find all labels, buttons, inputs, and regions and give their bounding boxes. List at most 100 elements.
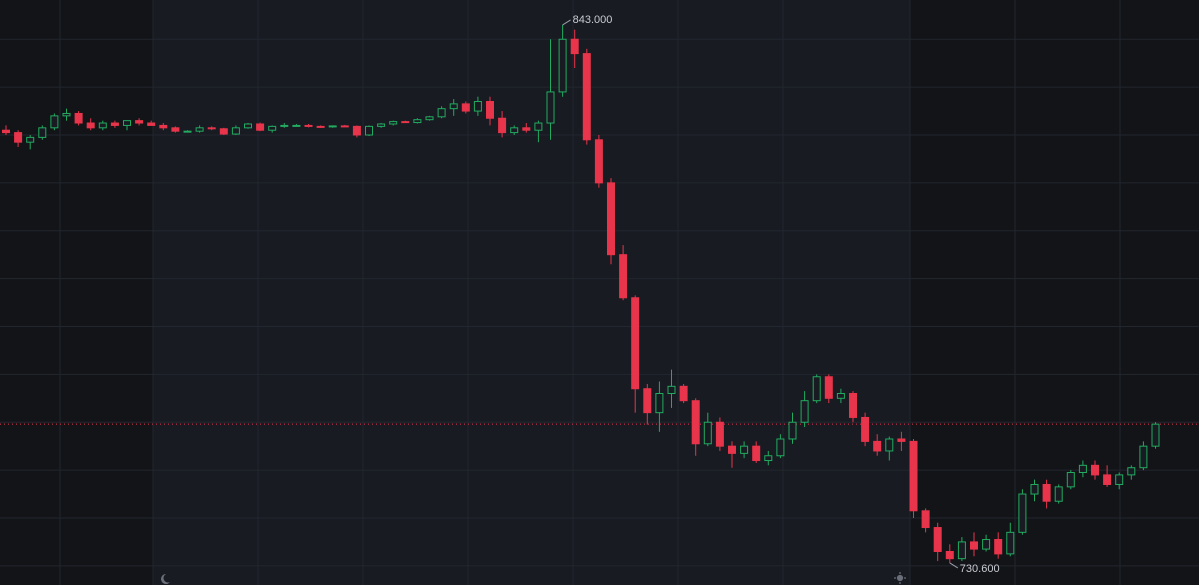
candle-body (135, 120, 144, 124)
candle-body (1042, 483, 1051, 502)
candle-body (219, 128, 228, 135)
candle-body (401, 121, 410, 124)
high-label: 843.000 (573, 14, 613, 26)
candle-body (437, 108, 446, 118)
candle-body (1139, 445, 1148, 469)
candle-body (522, 127, 531, 131)
candle-body (619, 254, 628, 299)
candle-body (655, 393, 664, 414)
candle-body (365, 125, 373, 136)
candle-body (849, 393, 857, 418)
moon-icon (160, 574, 170, 584)
low-leader (949, 562, 959, 569)
candle-body (26, 136, 35, 143)
candle-body (921, 510, 930, 529)
candle-body (159, 124, 168, 129)
candle-body (195, 127, 204, 132)
candle-body (1127, 467, 1136, 476)
vertical-grid (59, 0, 1121, 585)
candle-body (970, 541, 978, 550)
candle-body (449, 103, 458, 110)
candle-body (703, 421, 712, 445)
candle-body (461, 103, 470, 112)
candle-body (62, 112, 71, 117)
candle-body (679, 385, 688, 402)
candle-body (510, 127, 519, 134)
candle-body (110, 122, 119, 126)
candle-body (546, 91, 555, 124)
candle-body (957, 541, 966, 560)
plot: 843.000 730.600 (0, 14, 1199, 575)
candle-body (98, 122, 107, 129)
candle-body (1091, 464, 1099, 476)
candle-body (873, 440, 882, 452)
candle-body (728, 445, 736, 454)
candle-body (1151, 423, 1160, 447)
candle-body (1030, 483, 1039, 495)
candle-body (74, 112, 83, 124)
candle-body (1006, 531, 1015, 555)
candle-body (885, 438, 894, 452)
candle-body (147, 122, 156, 126)
candle-body (824, 376, 833, 399)
candle-body (123, 120, 131, 126)
candle-body (740, 445, 749, 454)
candle-body (377, 123, 386, 127)
candle-body (861, 416, 870, 442)
candle-body (1103, 474, 1112, 485)
candle-body (534, 122, 543, 131)
candle-body (340, 125, 349, 128)
candle-body (631, 297, 640, 390)
candle-body (280, 124, 289, 127)
candle-body (231, 127, 240, 135)
candle-body (607, 182, 615, 256)
candle-body (994, 539, 1003, 555)
candle-body (933, 527, 942, 552)
candle-body (897, 438, 906, 442)
candle-body (207, 127, 216, 130)
candle-body (486, 100, 494, 119)
candle-body (1066, 472, 1075, 488)
candle-body (570, 38, 579, 55)
candle-body (982, 539, 991, 550)
candle-body (582, 53, 591, 141)
session-shade (153, 0, 910, 585)
candle-body (86, 122, 95, 129)
candle-body (316, 125, 325, 128)
candle-body (836, 393, 845, 399)
candle-body (328, 125, 337, 128)
candle-body (788, 421, 797, 440)
candle-body (425, 116, 434, 121)
candle-body (1078, 464, 1087, 474)
candle-body (292, 124, 301, 127)
candle-body (498, 117, 507, 134)
candle-body (473, 100, 482, 112)
candle-body (256, 123, 265, 131)
candle-body (558, 38, 567, 93)
candle-body (38, 127, 47, 138)
candle-body (715, 421, 724, 447)
candle-body (909, 440, 918, 512)
candle-body (2, 129, 10, 134)
high-leader (562, 19, 571, 26)
candle-body (764, 455, 773, 462)
candle-body (800, 400, 809, 423)
candle-body (945, 550, 954, 560)
candle-body (389, 121, 398, 125)
candle-body (1054, 486, 1063, 502)
candle-body (691, 400, 700, 445)
candle-body (183, 130, 192, 133)
candle-body (244, 123, 252, 129)
sun-icon (894, 572, 906, 584)
candle-body (594, 139, 603, 184)
candle-body (268, 125, 277, 131)
candle-body (643, 388, 652, 414)
candle-body (50, 115, 59, 129)
candle-body (812, 376, 821, 402)
candle-body (14, 132, 23, 143)
candle-body (352, 125, 361, 136)
candle-body (667, 385, 676, 395)
candle-body (171, 127, 180, 132)
